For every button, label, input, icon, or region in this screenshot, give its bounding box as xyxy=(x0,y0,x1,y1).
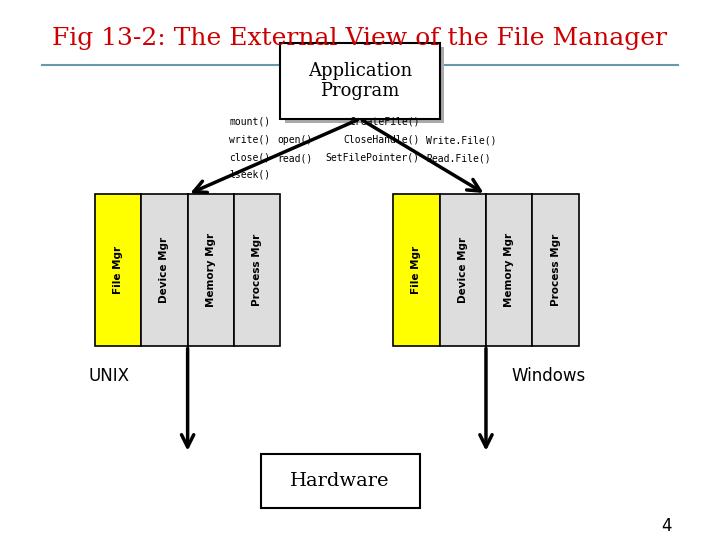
Text: Fig 13-2: The External View of the File Manager: Fig 13-2: The External View of the File … xyxy=(53,27,667,50)
Text: mount(): mount() xyxy=(230,117,271,126)
Text: Process Mgr: Process Mgr xyxy=(551,234,561,306)
Text: Process Mgr: Process Mgr xyxy=(252,234,262,306)
FancyBboxPatch shape xyxy=(281,43,439,119)
Text: Application
Program: Application Program xyxy=(308,62,412,100)
FancyBboxPatch shape xyxy=(95,194,141,346)
Text: Device Mgr: Device Mgr xyxy=(159,237,169,303)
Text: Windows: Windows xyxy=(511,367,585,385)
Text: Read.File(): Read.File() xyxy=(426,153,491,163)
Text: open(): open() xyxy=(277,136,312,145)
FancyBboxPatch shape xyxy=(486,194,532,346)
FancyBboxPatch shape xyxy=(141,194,188,346)
Text: close(): close() xyxy=(230,152,271,162)
Text: lseek(): lseek() xyxy=(230,170,271,180)
Text: CreateFile(): CreateFile() xyxy=(349,117,420,126)
Text: Memory Mgr: Memory Mgr xyxy=(504,233,514,307)
Text: Device Mgr: Device Mgr xyxy=(458,237,468,303)
FancyBboxPatch shape xyxy=(261,454,420,508)
Text: Hardware: Hardware xyxy=(290,471,390,490)
Text: CloseHandle(): CloseHandle() xyxy=(343,134,420,144)
Text: UNIX: UNIX xyxy=(88,367,129,385)
FancyBboxPatch shape xyxy=(440,194,486,346)
Text: File Mgr: File Mgr xyxy=(411,246,421,294)
Text: write(): write() xyxy=(230,134,271,144)
FancyBboxPatch shape xyxy=(532,194,579,346)
FancyBboxPatch shape xyxy=(285,47,444,123)
FancyBboxPatch shape xyxy=(393,194,440,346)
FancyBboxPatch shape xyxy=(234,194,281,346)
Text: SetFilePointer(): SetFilePointer() xyxy=(325,152,420,162)
Text: read(): read() xyxy=(277,153,312,163)
Text: 4: 4 xyxy=(661,517,672,535)
FancyBboxPatch shape xyxy=(188,194,234,346)
Text: Memory Mgr: Memory Mgr xyxy=(206,233,216,307)
Text: File Mgr: File Mgr xyxy=(113,246,123,294)
Text: Write.File(): Write.File() xyxy=(426,136,497,145)
